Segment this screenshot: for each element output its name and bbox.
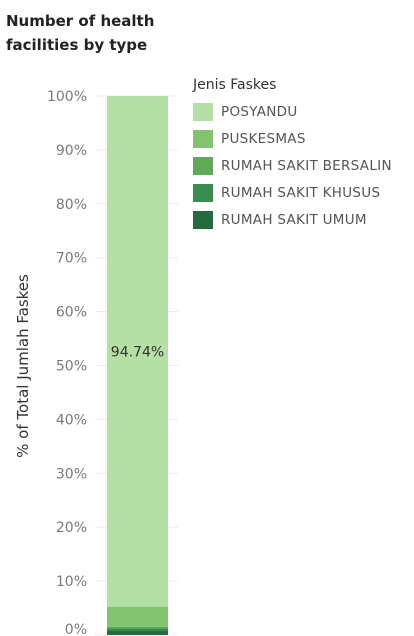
legend-title: Jenis Faskes [193,77,277,93]
y-tick-label: 30% [56,466,87,482]
legend-swatch [193,210,213,229]
y-tick-label: 10% [56,574,87,590]
y-tick-label: 100% [47,89,87,105]
bar-segment-rumah-sakit-umum[interactable] [107,630,168,635]
chart-title: Number of health facilities by type [6,12,155,54]
legend-label: RUMAH SAKIT BERSALIN [221,157,392,174]
bar-segment-rumah-sakit-khusus[interactable] [107,628,168,631]
legend-swatch [193,156,213,175]
legend-item[interactable]: PUSKESMAS [193,125,392,152]
data-label: 94.74% [111,344,164,360]
y-tick-label: 60% [56,305,87,321]
bar-segment-rumah-sakit-bersalin[interactable] [107,626,168,629]
data-labels: 94.74% [111,344,164,360]
y-tick-label: 20% [56,520,87,536]
y-tick-label: 50% [56,359,87,375]
bar-segment-posyandu[interactable] [107,96,168,607]
legend-swatch [193,102,213,121]
legend-item[interactable]: RUMAH SAKIT KHUSUS [193,179,392,206]
y-axis-label: % of Total Jumlah Faskes [14,274,32,458]
y-tick-label: 70% [56,251,87,267]
legend-swatch [193,129,213,148]
y-tick-label: 80% [56,197,87,213]
y-axis-ticks: 0% 10% 20% 30% 40% 50% 60% 70% 80% 90% 100% [47,89,87,636]
legend-swatch [193,183,213,202]
bar-segment-puskesmas[interactable] [107,606,168,627]
legend: Jenis Faskes POSYANDU PUSKESMAS RUMAH SAKI… [193,74,392,233]
legend-label: POSYANDU [221,103,298,120]
legend-label: RUMAH SAKIT KHUSUS [221,184,381,201]
legend-label: PUSKESMAS [221,130,306,147]
legend-item[interactable]: RUMAH SAKIT BERSALIN [193,152,392,179]
legend-item[interactable]: RUMAH SAKIT UMUM [193,206,392,233]
legend-label: RUMAH SAKIT UMUM [221,211,367,228]
y-tick-label: 90% [56,143,87,159]
y-tick-label: 40% [56,412,87,428]
legend-item[interactable]: POSYANDU [193,98,392,125]
legend-items: POSYANDU PUSKESMAS RUMAH SAKIT BERSALIN RUM… [193,98,392,233]
y-tick-label: 0% [65,622,87,636]
bar-segments [107,96,168,635]
